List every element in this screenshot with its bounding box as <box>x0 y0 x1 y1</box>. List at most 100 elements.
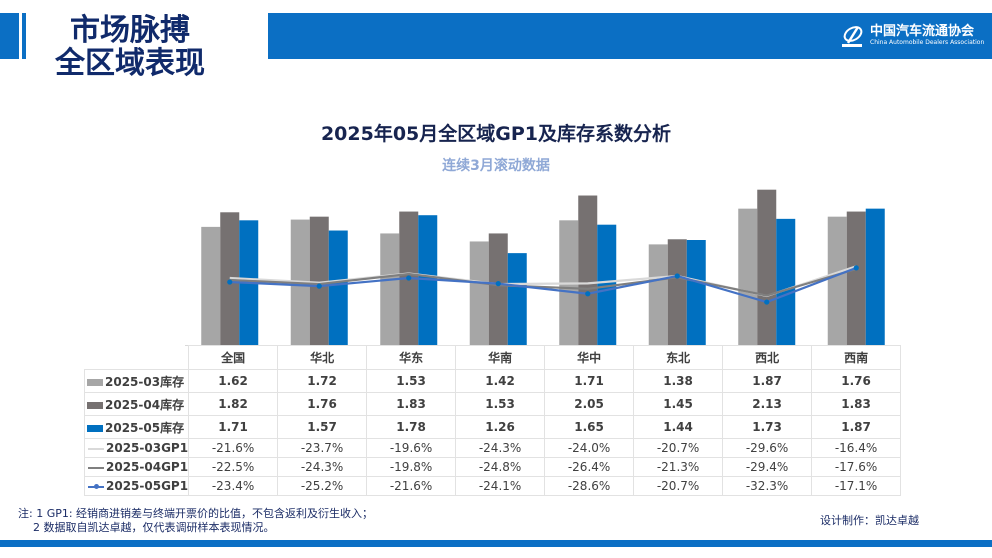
chart-title: 2025年05月全区域GP1及库存系数分析 <box>320 123 672 145</box>
footnote-line1: 注: 1 GP1: 经销商进销差与终端开票价的比值，不包含返利及衍生收入； <box>18 507 374 520</box>
data-cell: 1.71 <box>188 415 279 439</box>
footer-bar <box>0 540 992 547</box>
table-row: 2025-04GP1 -22.5% -24.3% -19.8% -24.8% -26.4%… <box>83 457 902 477</box>
footnote: 注: 1 GP1: 经销商进销差与终端开票价的比值，不包含返利及衍生收入； 2 … <box>18 507 373 535</box>
legend-label: 2025-03GP1 <box>106 441 189 455</box>
data-cell: 1.87 <box>722 369 813 393</box>
bar-2025-03库存 <box>201 226 221 345</box>
logo-english-name: China Automobile Dealers Association <box>870 39 985 46</box>
legend-entry: 2025-03GP1 <box>83 438 190 458</box>
data-cell: 1.78 <box>366 415 457 439</box>
legend-entry: 2025-03库存 <box>83 369 190 393</box>
line-marker <box>227 279 233 285</box>
line-marker <box>406 275 412 281</box>
bar-2025-04库存 <box>667 239 687 345</box>
legend-line-key <box>88 466 104 469</box>
category-label: 全国 <box>188 345 279 370</box>
bar-2025-04库存 <box>488 233 508 345</box>
data-table: 全国 华北 华东 华南 华中 东北 西北 西南 2025-03库存 1.62 1.72 1.53 1.4… <box>83 345 902 496</box>
data-cell: -29.6% <box>722 438 813 458</box>
data-cell: 1.45 <box>633 392 724 416</box>
data-cell: -20.7% <box>633 438 724 458</box>
bar-2025-04库存 <box>578 195 598 345</box>
legend-entry: 2025-04GP1 <box>83 457 190 477</box>
data-cell: -28.6% <box>544 476 635 496</box>
category-label: 西北 <box>722 345 813 370</box>
data-cell: 1.72 <box>277 369 368 393</box>
header-banner <box>268 13 992 59</box>
data-cell: 1.38 <box>633 369 724 393</box>
legend-swatch <box>87 401 103 409</box>
legend-label: 2025-05GP1 <box>106 479 189 493</box>
legend-line-key <box>88 483 104 489</box>
data-cell: 1.53 <box>366 369 457 393</box>
legend-label: 2025-05库存 <box>105 420 185 435</box>
data-cell: -24.3% <box>277 457 368 477</box>
data-cell: 1.42 <box>455 369 546 393</box>
line-2025-05GP1 <box>229 266 857 304</box>
bar-2025-03库存 <box>469 241 489 345</box>
data-cell: -17.1% <box>811 476 902 496</box>
line-2025-04GP1 <box>229 267 857 297</box>
legend-swatch <box>87 424 103 432</box>
line-marker <box>495 281 501 287</box>
legend-entry: 2025-05库存 <box>83 415 190 439</box>
data-cell: 1.82 <box>188 392 279 416</box>
legend-label: 2025-03库存 <box>105 374 185 389</box>
table-row: 2025-04库存 1.82 1.76 1.83 1.53 2.05 1.45 2.13 1.8… <box>83 392 902 416</box>
table-row: 2025-03库存 1.62 1.72 1.53 1.42 1.71 1.38 1.87 1.7… <box>83 369 902 393</box>
data-cell: -21.6% <box>366 476 457 496</box>
data-cell: 1.65 <box>544 415 635 439</box>
section-title: 市场脉搏 全区域表现 <box>55 14 205 80</box>
data-cell: 2.05 <box>544 392 635 416</box>
line-marker <box>585 291 591 297</box>
line-marker <box>853 265 859 271</box>
data-cell: 1.83 <box>811 392 902 416</box>
chart-subtitle: 连续3月滚动数据 <box>442 158 550 174</box>
data-cell: -17.6% <box>811 457 902 477</box>
logo-chinese-name: 中国汽车流通协会 <box>870 24 975 39</box>
data-cell: 1.83 <box>366 392 457 416</box>
cada-logo: 中国汽车流通协会 China Automobile Dealers Associ… <box>840 22 984 50</box>
data-cell: 1.57 <box>277 415 368 439</box>
data-cell: -23.4% <box>188 476 279 496</box>
data-cell: 1.62 <box>188 369 279 393</box>
data-cell: 1.76 <box>277 392 368 416</box>
legend-swatch <box>87 378 103 386</box>
bar-2025-05库存 <box>597 224 617 345</box>
data-cell: -32.3% <box>722 476 813 496</box>
data-cell: -26.4% <box>544 457 635 477</box>
section-title-line2: 全区域表现 <box>55 46 205 81</box>
header-accent-bar <box>0 13 19 59</box>
section-title-line1: 市场脉搏 <box>70 13 190 48</box>
legend-entry: 2025-04库存 <box>83 392 190 416</box>
bar-2025-04库存 <box>757 189 777 345</box>
category-label: 西南 <box>811 345 902 370</box>
header-accent-stripe <box>22 13 26 59</box>
bar-2025-03库存 <box>738 208 758 345</box>
data-cell: -19.6% <box>366 438 457 458</box>
line-marker <box>316 283 322 289</box>
table-header-row: 全国 华北 华东 华南 华中 东北 西北 西南 <box>84 345 902 370</box>
data-cell: -24.1% <box>455 476 546 496</box>
category-label: 华中 <box>544 345 635 370</box>
legend-label: 2025-04库存 <box>105 397 185 412</box>
bar-2025-03库存 <box>827 216 847 345</box>
data-cell: -24.8% <box>455 457 546 477</box>
data-cell: 1.26 <box>455 415 546 439</box>
category-label: 华北 <box>277 345 368 370</box>
data-cell: 1.73 <box>722 415 813 439</box>
legend-marker <box>94 483 99 489</box>
table-row: 2025-03GP1 -21.6% -23.7% -19.6% -24.3% -24.0%… <box>83 438 902 458</box>
design-credit: 设计制作：凯达卓越 <box>820 514 919 527</box>
data-cell: -24.0% <box>544 438 635 458</box>
bar-2025-03库存 <box>380 233 400 345</box>
bar-2025-05库存 <box>865 208 885 345</box>
table-row: 2025-05GP1 -23.4% -25.2% -21.6% -24.1% -28.6%… <box>83 476 902 496</box>
legend-entry: 2025-05GP1 <box>83 476 190 496</box>
data-cell: 2.13 <box>722 392 813 416</box>
data-cell: -16.4% <box>811 438 902 458</box>
data-cell: -22.5% <box>188 457 279 477</box>
legend-label: 2025-04GP1 <box>106 460 189 474</box>
